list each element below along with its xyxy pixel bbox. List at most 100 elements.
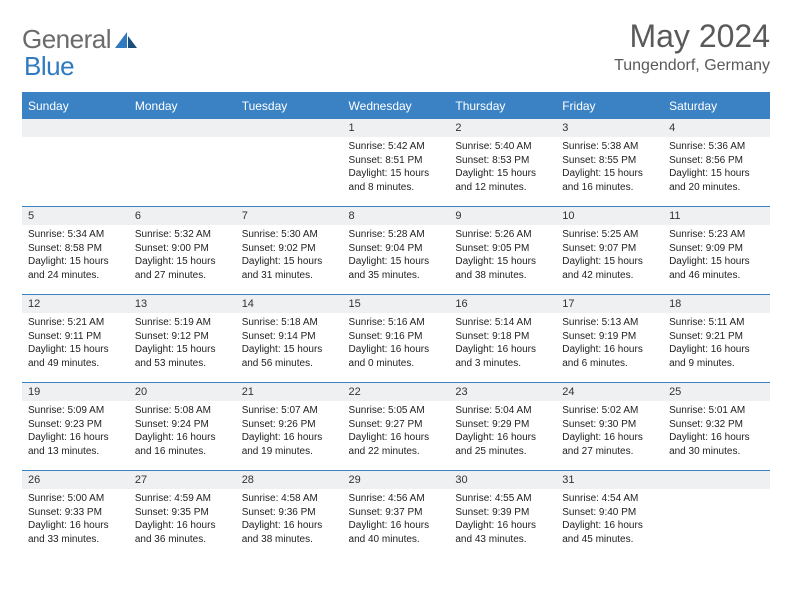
day-details: Sunrise: 4:56 AMSunset: 9:37 PMDaylight:… [343, 489, 450, 550]
sunset-text: Sunset: 9:18 PM [455, 330, 550, 344]
sunrise-text: Sunrise: 4:56 AM [349, 492, 444, 506]
sunrise-text: Sunrise: 5:30 AM [242, 228, 337, 242]
sunset-text: Sunset: 8:55 PM [562, 154, 657, 168]
daylight-text: Daylight: 16 hours and 36 minutes. [135, 519, 230, 546]
sunrise-text: Sunrise: 5:36 AM [669, 140, 764, 154]
daylight-text: Daylight: 16 hours and 38 minutes. [242, 519, 337, 546]
sunrise-text: Sunrise: 5:21 AM [28, 316, 123, 330]
daylight-text: Daylight: 16 hours and 6 minutes. [562, 343, 657, 370]
sunset-text: Sunset: 9:19 PM [562, 330, 657, 344]
day-details: Sunrise: 5:38 AMSunset: 8:55 PMDaylight:… [556, 137, 663, 198]
sunset-text: Sunset: 9:02 PM [242, 242, 337, 256]
calendar-week-row: 1Sunrise: 5:42 AMSunset: 8:51 PMDaylight… [22, 119, 770, 207]
calendar-cell: 17 Sunrise: 5:13 AMSunset: 9:19 PMDayligh… [556, 295, 663, 383]
day-details: Sunrise: 5:05 AMSunset: 9:27 PMDaylight:… [343, 401, 450, 462]
daylight-text: Daylight: 16 hours and 3 minutes. [455, 343, 550, 370]
day-details: Sunrise: 5:19 AMSunset: 9:12 PMDaylight:… [129, 313, 236, 374]
day-number: 11 [663, 207, 770, 225]
day-details: Sunrise: 5:23 AMSunset: 9:09 PMDaylight:… [663, 225, 770, 286]
sunrise-text: Sunrise: 5:19 AM [135, 316, 230, 330]
sunset-text: Sunset: 9:37 PM [349, 506, 444, 520]
calendar-cell [22, 119, 129, 207]
calendar-cell: 2Sunrise: 5:40 AMSunset: 8:53 PMDaylight… [449, 119, 556, 207]
sunrise-text: Sunrise: 4:58 AM [242, 492, 337, 506]
calendar-cell: 23Sunrise: 5:04 AMSunset: 9:29 PMDayligh… [449, 383, 556, 471]
day-details: Sunrise: 5:25 AMSunset: 9:07 PMDaylight:… [556, 225, 663, 286]
day-number: 3 [556, 119, 663, 137]
sunrise-text: Sunrise: 5:23 AM [669, 228, 764, 242]
daylight-text: Daylight: 15 hours and 53 minutes. [135, 343, 230, 370]
calendar-cell: 6Sunrise: 5:32 AMSunset: 9:00 PMDaylight… [129, 207, 236, 295]
calendar-cell: 25Sunrise: 5:01 AMSunset: 9:32 PMDayligh… [663, 383, 770, 471]
sunset-text: Sunset: 9:07 PM [562, 242, 657, 256]
daylight-text: Daylight: 16 hours and 22 minutes. [349, 431, 444, 458]
sunrise-text: Sunrise: 5:04 AM [455, 404, 550, 418]
sunset-text: Sunset: 9:05 PM [455, 242, 550, 256]
sunset-text: Sunset: 9:14 PM [242, 330, 337, 344]
day-number [236, 119, 343, 137]
sunrise-text: Sunrise: 5:13 AM [562, 316, 657, 330]
calendar-cell: 20Sunrise: 5:08 AMSunset: 9:24 PMDayligh… [129, 383, 236, 471]
day-details: Sunrise: 5:42 AMSunset: 8:51 PMDaylight:… [343, 137, 450, 198]
day-number: 12 [22, 295, 129, 313]
sunset-text: Sunset: 9:24 PM [135, 418, 230, 432]
day-details: Sunrise: 5:21 AMSunset: 9:11 PMDaylight:… [22, 313, 129, 374]
sunrise-text: Sunrise: 5:05 AM [349, 404, 444, 418]
daylight-text: Daylight: 15 hours and 31 minutes. [242, 255, 337, 282]
sunset-text: Sunset: 9:11 PM [28, 330, 123, 344]
day-details: Sunrise: 5:30 AMSunset: 9:02 PMDaylight:… [236, 225, 343, 286]
day-details: Sunrise: 5:14 AMSunset: 9:18 PMDaylight:… [449, 313, 556, 374]
daylight-text: Daylight: 16 hours and 33 minutes. [28, 519, 123, 546]
day-details: Sunrise: 5:34 AMSunset: 8:58 PMDaylight:… [22, 225, 129, 286]
daylight-text: Daylight: 16 hours and 43 minutes. [455, 519, 550, 546]
daylight-text: Daylight: 15 hours and 12 minutes. [455, 167, 550, 194]
calendar-week-row: 5Sunrise: 5:34 AMSunset: 8:58 PMDaylight… [22, 207, 770, 295]
day-number: 22 [343, 383, 450, 401]
sunrise-text: Sunrise: 5:32 AM [135, 228, 230, 242]
daylight-text: Daylight: 16 hours and 27 minutes. [562, 431, 657, 458]
sunrise-text: Sunrise: 5:16 AM [349, 316, 444, 330]
weekday-header: Sunday [22, 93, 129, 119]
sunrise-text: Sunrise: 5:34 AM [28, 228, 123, 242]
sunrise-text: Sunrise: 5:08 AM [135, 404, 230, 418]
calendar-cell: 28Sunrise: 4:58 AMSunset: 9:36 PMDayligh… [236, 471, 343, 559]
day-number: 8 [343, 207, 450, 225]
calendar-cell: 26Sunrise: 5:00 AMSunset: 9:33 PMDayligh… [22, 471, 129, 559]
title-block: May 2024 Tungendorf, Germany [614, 18, 770, 75]
logo-word2: Blue [24, 51, 74, 81]
day-number: 17 [556, 295, 663, 313]
calendar-week-row: 12Sunrise: 5:21 AMSunset: 9:11 PMDayligh… [22, 295, 770, 383]
day-details: Sunrise: 5:09 AMSunset: 9:23 PMDaylight:… [22, 401, 129, 462]
daylight-text: Daylight: 15 hours and 8 minutes. [349, 167, 444, 194]
calendar-cell: 19Sunrise: 5:09 AMSunset: 9:23 PMDayligh… [22, 383, 129, 471]
day-number: 18 [663, 295, 770, 313]
daylight-text: Daylight: 16 hours and 13 minutes. [28, 431, 123, 458]
day-number: 7 [236, 207, 343, 225]
day-number: 27 [129, 471, 236, 489]
day-details: Sunrise: 5:11 AMSunset: 9:21 PMDaylight:… [663, 313, 770, 374]
calendar-cell: 8Sunrise: 5:28 AMSunset: 9:04 PMDaylight… [343, 207, 450, 295]
sunrise-text: Sunrise: 5:01 AM [669, 404, 764, 418]
day-details: Sunrise: 5:40 AMSunset: 8:53 PMDaylight:… [449, 137, 556, 198]
calendar-cell: 31Sunrise: 4:54 AMSunset: 9:40 PMDayligh… [556, 471, 663, 559]
sunset-text: Sunset: 9:33 PM [28, 506, 123, 520]
sunrise-text: Sunrise: 5:38 AM [562, 140, 657, 154]
weekday-header: Monday [129, 93, 236, 119]
sunrise-text: Sunrise: 5:11 AM [669, 316, 764, 330]
sunrise-text: Sunrise: 4:55 AM [455, 492, 550, 506]
sunset-text: Sunset: 9:12 PM [135, 330, 230, 344]
calendar-cell [129, 119, 236, 207]
day-number [129, 119, 236, 137]
day-number: 26 [22, 471, 129, 489]
sunset-text: Sunset: 9:29 PM [455, 418, 550, 432]
weekday-header: Wednesday [343, 93, 450, 119]
logo: General [22, 18, 115, 55]
sunset-text: Sunset: 9:23 PM [28, 418, 123, 432]
sunset-text: Sunset: 8:56 PM [669, 154, 764, 168]
sunset-text: Sunset: 9:40 PM [562, 506, 657, 520]
calendar-cell: 5Sunrise: 5:34 AMSunset: 8:58 PMDaylight… [22, 207, 129, 295]
calendar-cell: 4Sunrise: 5:36 AMSunset: 8:56 PMDaylight… [663, 119, 770, 207]
weekday-header-row: Sunday Monday Tuesday Wednesday Thursday… [22, 93, 770, 119]
day-number: 4 [663, 119, 770, 137]
sunrise-text: Sunrise: 5:26 AM [455, 228, 550, 242]
